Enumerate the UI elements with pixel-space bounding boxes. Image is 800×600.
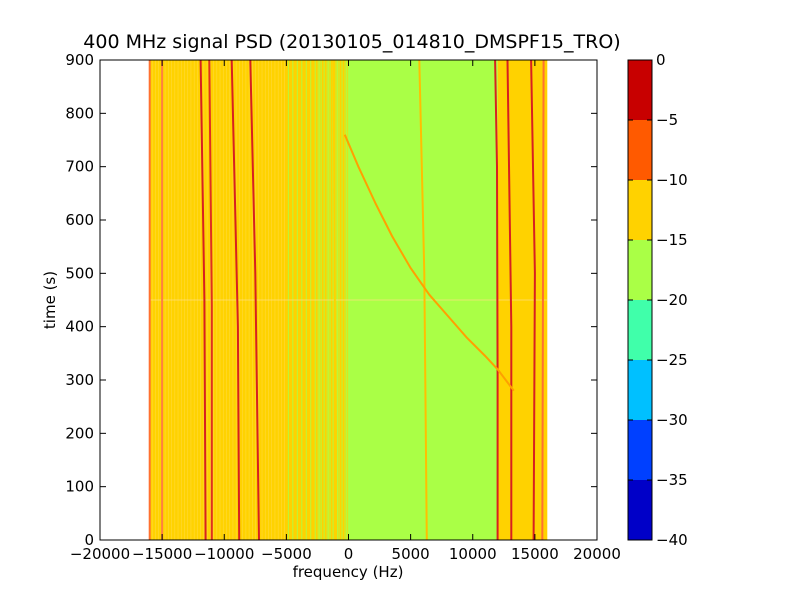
- colorbar-tick-label: 0: [656, 51, 666, 69]
- y-tick-label: 0: [84, 531, 94, 549]
- chart-title: 400 MHz signal PSD (20130105_014810_DMSP…: [83, 31, 620, 53]
- axes: −20000 −15000 −10000 −5000 0 5000 10000 15000 20…: [65, 51, 621, 563]
- signal-trace: [541, 59, 545, 541]
- colorbar: −40 −35 −30 −25 −20 −15 −10 −5 0: [627, 51, 688, 549]
- x-tick-label: 20000: [573, 545, 621, 563]
- signal-trace: [494, 59, 499, 540]
- signal-trace: [343, 134, 515, 392]
- signal-trace: [418, 59, 428, 541]
- signal-trace: [506, 59, 513, 540]
- colorbar-tick-label: −30: [656, 411, 688, 429]
- colorbar-swatch: [628, 480, 652, 540]
- x-tick-label: 0: [344, 545, 354, 563]
- colorbar-swatch: [628, 120, 652, 180]
- y-tick-label: 900: [65, 51, 94, 69]
- y-tick-label: 700: [65, 158, 94, 176]
- colorbar-swatch: [628, 60, 652, 120]
- colorbar-swatch: [628, 360, 652, 420]
- colorbar-tick-label: −5: [656, 111, 678, 129]
- y-tick-label: 200: [65, 424, 94, 442]
- colorbar-tick-label: −15: [656, 231, 688, 249]
- colorbar-tick-label: −35: [656, 471, 688, 489]
- y-tick-label: 100: [65, 478, 94, 496]
- signal-trace: [530, 59, 536, 541]
- x-tick-label: −15000: [132, 545, 192, 563]
- colorbar-swatch: [628, 300, 652, 360]
- y-axis-label: time (s): [41, 271, 59, 329]
- x-tick-label: −5000: [261, 545, 312, 563]
- colorbar-tick-label: −20: [656, 291, 688, 309]
- signal-trace: [332, 59, 338, 541]
- x-tick-label: −10000: [194, 545, 254, 563]
- colorbar-swatch: [628, 180, 652, 240]
- y-tick-label: 800: [65, 104, 94, 122]
- y-tick-label: 400: [65, 318, 94, 336]
- x-tick-label: −20000: [70, 545, 130, 563]
- signal-trace: [208, 59, 213, 540]
- x-tick-label: 5000: [392, 545, 430, 563]
- y-tick-label: 600: [65, 211, 94, 229]
- signal-trace: [249, 59, 260, 541]
- colorbar-tick-label: −10: [656, 171, 688, 189]
- colorbar-tick-label: −40: [656, 531, 688, 549]
- x-axis-label: frequency (Hz): [293, 563, 404, 581]
- signal-trace: [199, 59, 207, 541]
- colorbar-swatch: [628, 240, 652, 300]
- colorbar-swatch: [628, 420, 652, 480]
- x-tick-label: 10000: [449, 545, 497, 563]
- y-tick-label: 500: [65, 264, 94, 282]
- signal-trace: [230, 59, 241, 541]
- x-tick-label: 15000: [511, 545, 559, 563]
- y-tick-label: 300: [65, 371, 94, 389]
- plot-area: [148, 59, 548, 541]
- colorbar-tick-label: −25: [656, 351, 688, 369]
